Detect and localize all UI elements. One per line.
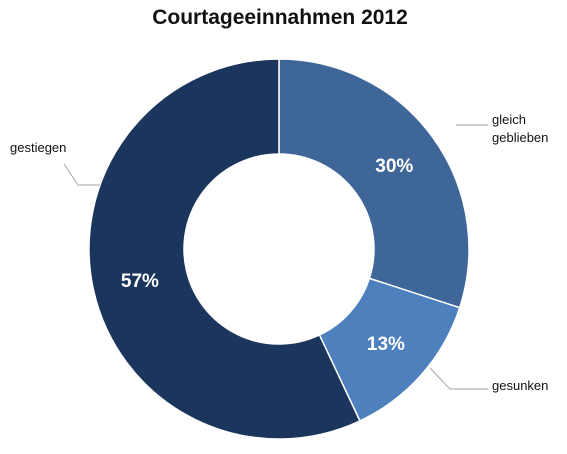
leader-line-gestiegen <box>63 163 100 186</box>
percent-labels-group: 30% 13% 57% <box>121 156 414 355</box>
chart-title: Courtageeinnahmen 2012 <box>152 6 408 29</box>
slice-gestiegen <box>88 58 361 440</box>
category-labels-group: gleich geblieben gesunken gestiegen <box>10 112 548 393</box>
category-label-gesunken: gesunken <box>492 378 548 393</box>
percent-label-gesunken: 13% <box>367 334 405 355</box>
leader-line-gesunken <box>429 367 488 390</box>
leader-lines-group <box>63 124 488 390</box>
slices-group <box>88 58 470 440</box>
percent-label-gleich-geblieben: 30% <box>375 156 413 177</box>
percent-label-gestiegen: 57% <box>121 271 159 292</box>
category-label-gestiegen: gestiegen <box>10 140 66 155</box>
category-label-gleich-geblieben: gleich geblieben <box>492 112 548 145</box>
slice-gleich-geblieben <box>278 58 470 309</box>
